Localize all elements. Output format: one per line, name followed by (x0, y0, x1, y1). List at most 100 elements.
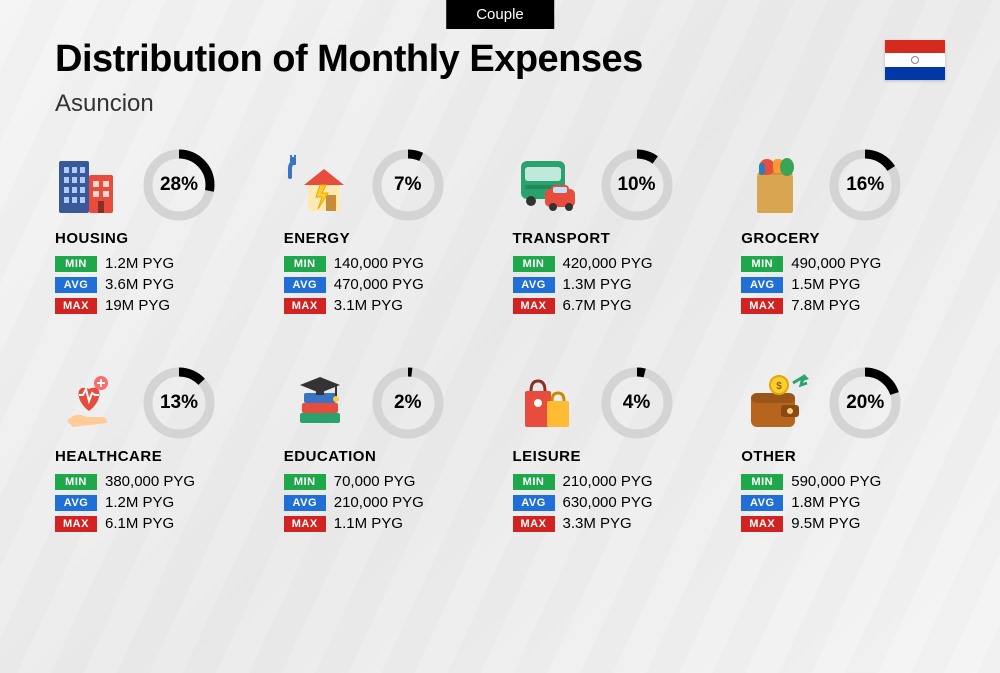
category-label: EDUCATION (284, 448, 488, 465)
min-value: 380,000 PYG (105, 473, 195, 490)
stat-avg: AVG 630,000 PYG (513, 494, 717, 511)
pct-text: 13% (143, 367, 215, 439)
pct-text: 2% (372, 367, 444, 439)
pct-ring-energy: 7% (372, 149, 444, 221)
page-title: Distribution of Monthly Expenses (55, 38, 643, 81)
pct-text: 4% (601, 367, 673, 439)
stat-min: MIN 590,000 PYG (741, 473, 945, 490)
stat-max: MAX 1.1M PYG (284, 515, 488, 532)
education-icon (284, 368, 354, 438)
expense-card-leisure: 4% LEISURE MIN 210,000 PYG AVG 630,000 P… (513, 368, 717, 536)
stat-min: MIN 1.2M PYG (55, 255, 259, 272)
category-label: TRANSPORT (513, 230, 717, 247)
category-label: HOUSING (55, 230, 259, 247)
svg-text:$: $ (776, 381, 782, 392)
flag-stripe-bottom (885, 67, 945, 80)
avg-value: 1.8M PYG (791, 494, 860, 511)
max-badge: MAX (284, 516, 326, 532)
pct-ring-transport: 10% (601, 149, 673, 221)
expense-card-energy: 7% ENERGY MIN 140,000 PYG AVG 470,000 PY… (284, 150, 488, 318)
category-label: OTHER (741, 448, 945, 465)
pct-ring-healthcare: 13% (143, 367, 215, 439)
stat-avg: AVG 1.2M PYG (55, 494, 259, 511)
pct-ring-other: 20% (829, 367, 901, 439)
stat-max: MAX 3.1M PYG (284, 297, 488, 314)
avg-badge: AVG (55, 277, 97, 293)
max-badge: MAX (513, 298, 555, 314)
max-value: 1.1M PYG (334, 515, 403, 532)
avg-value: 470,000 PYG (334, 276, 424, 293)
avg-badge: AVG (513, 277, 555, 293)
other-icon: $ (741, 368, 811, 438)
stat-max: MAX 9.5M PYG (741, 515, 945, 532)
stat-min: MIN 140,000 PYG (284, 255, 488, 272)
avg-value: 1.3M PYG (563, 276, 632, 293)
stat-avg: AVG 1.8M PYG (741, 494, 945, 511)
max-value: 3.1M PYG (334, 297, 403, 314)
expense-card-grocery: 16% GROCERY MIN 490,000 PYG AVG 1.5M PYG… (741, 150, 945, 318)
max-value: 3.3M PYG (563, 515, 632, 532)
stat-min: MIN 380,000 PYG (55, 473, 259, 490)
expense-card-other: $ 20% OTHER MIN 590,000 PYG AVG 1.8M PYG… (741, 368, 945, 536)
max-value: 7.8M PYG (791, 297, 860, 314)
min-value: 210,000 PYG (563, 473, 653, 490)
max-badge: MAX (55, 516, 97, 532)
min-badge: MIN (284, 256, 326, 272)
avg-badge: AVG (284, 495, 326, 511)
min-value: 490,000 PYG (791, 255, 881, 272)
max-value: 6.1M PYG (105, 515, 174, 532)
pct-ring-housing: 28% (143, 149, 215, 221)
min-value: 70,000 PYG (334, 473, 416, 490)
pct-text: 10% (601, 149, 673, 221)
max-badge: MAX (55, 298, 97, 314)
avg-value: 3.6M PYG (105, 276, 174, 293)
max-value: 9.5M PYG (791, 515, 860, 532)
stat-max: MAX 19M PYG (55, 297, 259, 314)
avg-value: 630,000 PYG (563, 494, 653, 511)
avg-value: 1.2M PYG (105, 494, 174, 511)
energy-icon (284, 150, 354, 220)
expense-card-healthcare: 13% HEALTHCARE MIN 380,000 PYG AVG 1.2M … (55, 368, 259, 536)
avg-badge: AVG (55, 495, 97, 511)
avg-value: 1.5M PYG (791, 276, 860, 293)
max-value: 19M PYG (105, 297, 170, 314)
avg-badge: AVG (284, 277, 326, 293)
expense-grid: 28% HOUSING MIN 1.2M PYG AVG 3.6M PYG MA… (55, 150, 945, 536)
max-badge: MAX (741, 516, 783, 532)
category-label: GROCERY (741, 230, 945, 247)
pct-text: 7% (372, 149, 444, 221)
household-type-tab: Couple (446, 0, 554, 29)
max-badge: MAX (284, 298, 326, 314)
min-value: 590,000 PYG (791, 473, 881, 490)
category-label: ENERGY (284, 230, 488, 247)
avg-badge: AVG (741, 495, 783, 511)
grocery-icon (741, 150, 811, 220)
pct-ring-education: 2% (372, 367, 444, 439)
category-label: HEALTHCARE (55, 448, 259, 465)
pct-ring-grocery: 16% (829, 149, 901, 221)
category-label: LEISURE (513, 448, 717, 465)
expense-card-education: 2% EDUCATION MIN 70,000 PYG AVG 210,000 … (284, 368, 488, 536)
pct-text: 20% (829, 367, 901, 439)
pct-text: 28% (143, 149, 215, 221)
avg-badge: AVG (513, 495, 555, 511)
stat-avg: AVG 470,000 PYG (284, 276, 488, 293)
avg-badge: AVG (741, 277, 783, 293)
stat-avg: AVG 1.5M PYG (741, 276, 945, 293)
transport-icon (513, 150, 583, 220)
stat-max: MAX 6.1M PYG (55, 515, 259, 532)
stat-min: MIN 420,000 PYG (513, 255, 717, 272)
country-flag (885, 40, 945, 80)
stat-min: MIN 210,000 PYG (513, 473, 717, 490)
max-value: 6.7M PYG (563, 297, 632, 314)
min-value: 1.2M PYG (105, 255, 174, 272)
city-subtitle: Asuncion (55, 90, 154, 118)
stat-min: MIN 70,000 PYG (284, 473, 488, 490)
min-badge: MIN (741, 256, 783, 272)
stat-min: MIN 490,000 PYG (741, 255, 945, 272)
max-badge: MAX (741, 298, 783, 314)
stat-avg: AVG 210,000 PYG (284, 494, 488, 511)
pct-ring-leisure: 4% (601, 367, 673, 439)
stat-avg: AVG 1.3M PYG (513, 276, 717, 293)
flag-stripe-middle (885, 53, 945, 66)
